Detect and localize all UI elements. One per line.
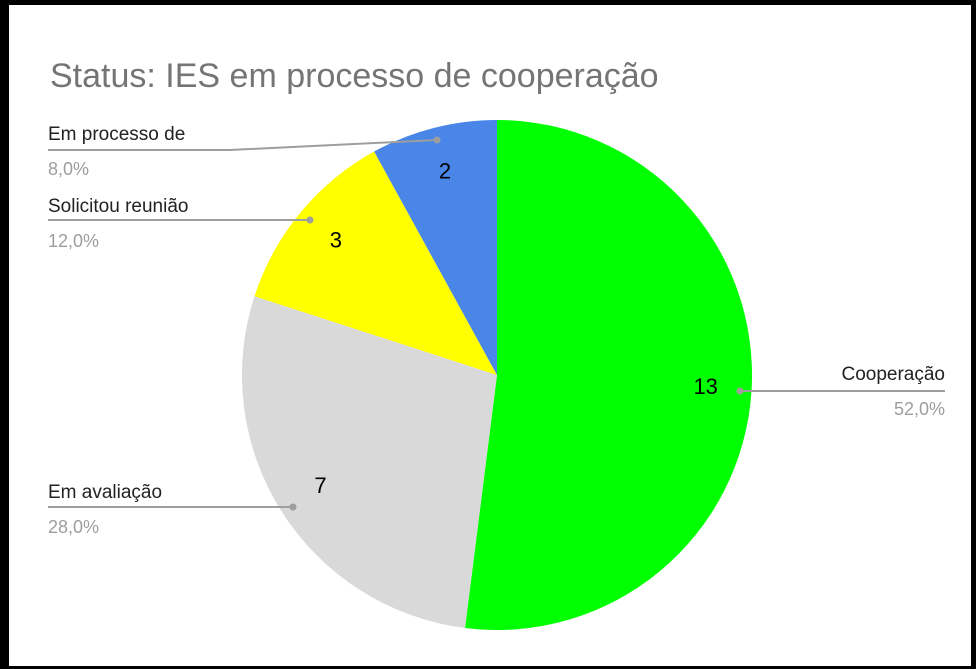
slice-value-label: 2: [439, 158, 451, 183]
slice-value-label: 7: [314, 473, 326, 498]
percentage-label: 8,0%: [48, 159, 89, 179]
pie-slice: [465, 120, 752, 630]
leader-line: [48, 139, 438, 151]
chart-title: Status: IES em processo de cooperação: [50, 57, 659, 95]
leader-dot: [306, 216, 314, 224]
category-label: Cooperação: [841, 364, 945, 385]
slice-value-label: 13: [693, 374, 717, 399]
pie-slice: [374, 120, 497, 375]
leader-dot: [289, 503, 297, 511]
category-label: Em processo de: [48, 124, 185, 145]
percentage-label: 52,0%: [894, 399, 945, 419]
category-label: Solicitou reunião: [48, 196, 188, 217]
category-label: Em avaliação: [48, 482, 162, 503]
percentage-label: 12,0%: [48, 231, 99, 251]
leader-dot: [736, 387, 744, 395]
pie-slice: [242, 296, 497, 628]
percentage-label: 28,0%: [48, 517, 99, 537]
leader-dot: [433, 136, 441, 144]
slice-value-label: 3: [330, 228, 342, 253]
pie-slice: [254, 151, 497, 375]
